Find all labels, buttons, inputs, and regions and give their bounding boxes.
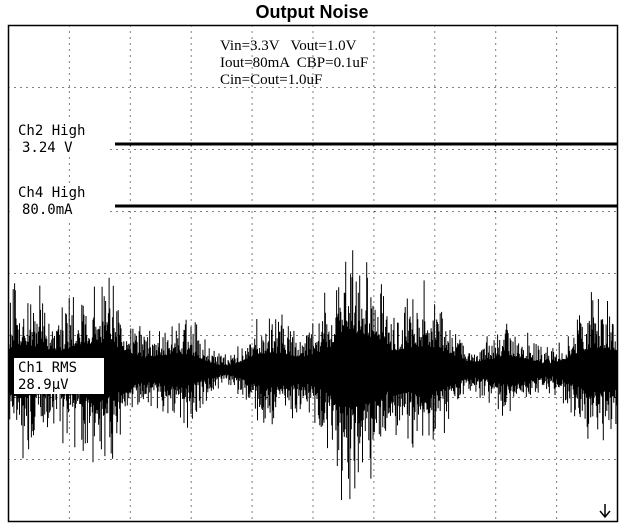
annotation: Iout=80mA CBP=0.1uF: [220, 55, 368, 71]
channel-reading: 80.0mA: [22, 202, 73, 218]
channel-name: Ch4 High: [18, 185, 85, 201]
title: Output Noise: [256, 2, 369, 22]
trigger-marker: [599, 504, 611, 519]
label-bg: [14, 121, 110, 157]
annotation: Vin=3.3V Vout=1.0V: [220, 38, 357, 54]
channel-name: Ch1 RMS: [18, 360, 77, 376]
annotation: Cin=Cout=1.0uF: [220, 72, 322, 88]
label-bg: [14, 183, 110, 219]
scope-frame: [7, 24, 619, 523]
channel-name: Ch2 High: [18, 123, 85, 139]
label-bg: [14, 358, 104, 394]
channel-reading: 28.9µV: [18, 377, 69, 393]
channel-reading: 3.24 V: [22, 140, 73, 156]
